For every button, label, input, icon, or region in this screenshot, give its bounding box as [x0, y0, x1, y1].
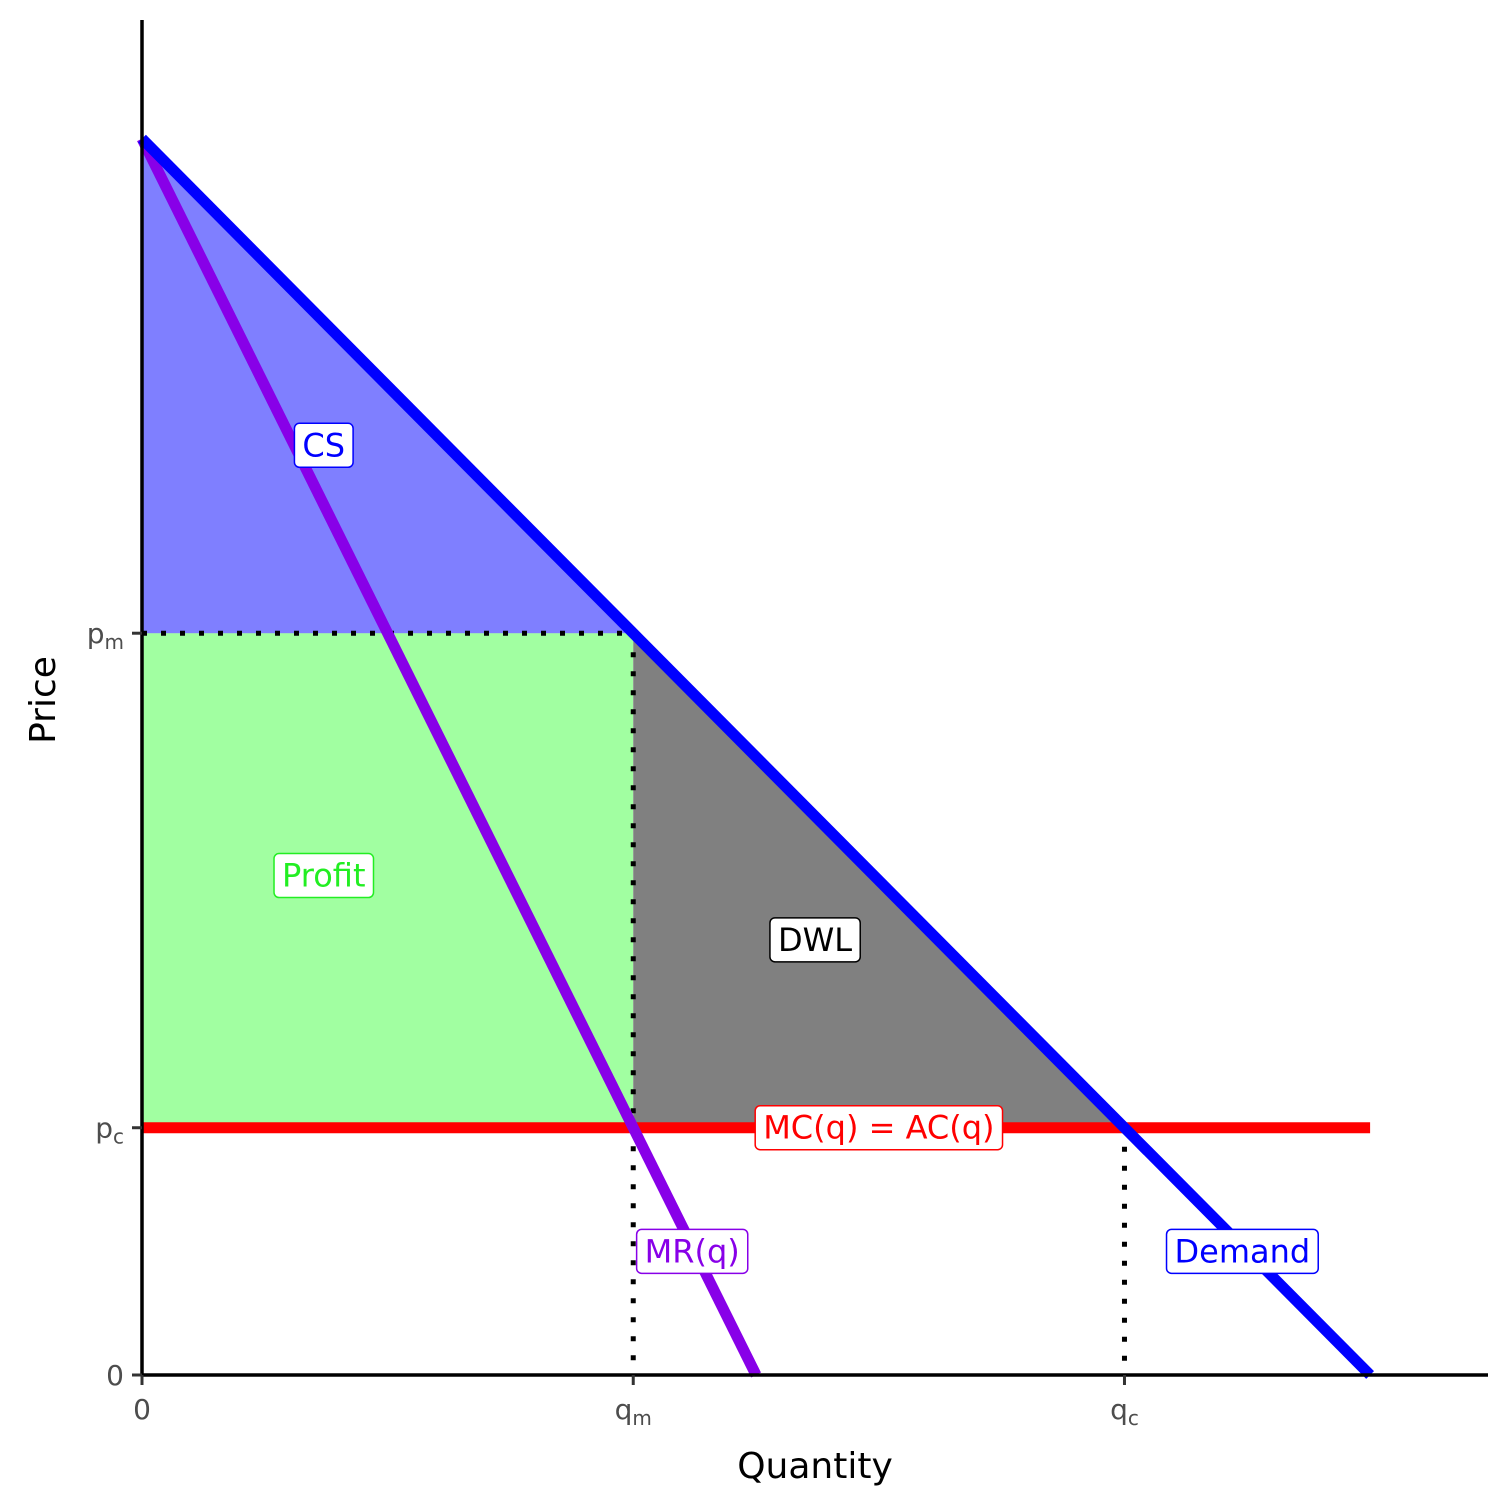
- label-cs: CS: [293, 422, 354, 469]
- ticks-layer: 0 qm qc 0 pc pm: [87, 617, 1139, 1430]
- series-demand: [138, 134, 1375, 1379]
- x-tick-label: 0: [133, 1393, 151, 1426]
- y-tick-label: pm: [87, 617, 124, 654]
- area-profit: [142, 633, 634, 1128]
- labels-layer: CS Profit DWL MC(q) = AC(q) MR(q) Demand: [273, 422, 1319, 1275]
- label-text: MC(q) = AC(q): [763, 1109, 994, 1147]
- label-demand: Demand: [1165, 1228, 1319, 1275]
- label-box: [754, 1104, 1004, 1151]
- label-mc-q-ac-q: MC(q) = AC(q): [754, 1104, 1004, 1151]
- label-box: [1165, 1228, 1319, 1275]
- label-text: CS: [302, 426, 345, 464]
- y-axis-title: Price: [23, 656, 64, 744]
- label-box: [635, 1228, 749, 1275]
- label-text: Profit: [282, 857, 365, 895]
- y-tick-label: pc: [95, 1112, 124, 1149]
- label-box: [769, 917, 861, 963]
- axes-layer: [140, 20, 1488, 1377]
- x-tick-label: qc: [1110, 1393, 1139, 1430]
- label-box: [273, 852, 375, 899]
- label-text: MR(q): [645, 1232, 740, 1270]
- label-box: [293, 422, 354, 469]
- label-profit: Profit: [273, 852, 375, 899]
- y-tick-label: 0: [106, 1359, 124, 1392]
- label-text: Demand: [1175, 1232, 1311, 1270]
- label-text: DWL: [778, 921, 852, 959]
- label-dwl: DWL: [769, 917, 861, 963]
- series-mr-q: [137, 136, 761, 1378]
- x-axis-title: Quantity: [737, 1446, 893, 1487]
- x-tick-label: qm: [615, 1393, 652, 1430]
- guides-layer: [142, 630, 1127, 1375]
- label-mr-q: MR(q): [635, 1228, 749, 1275]
